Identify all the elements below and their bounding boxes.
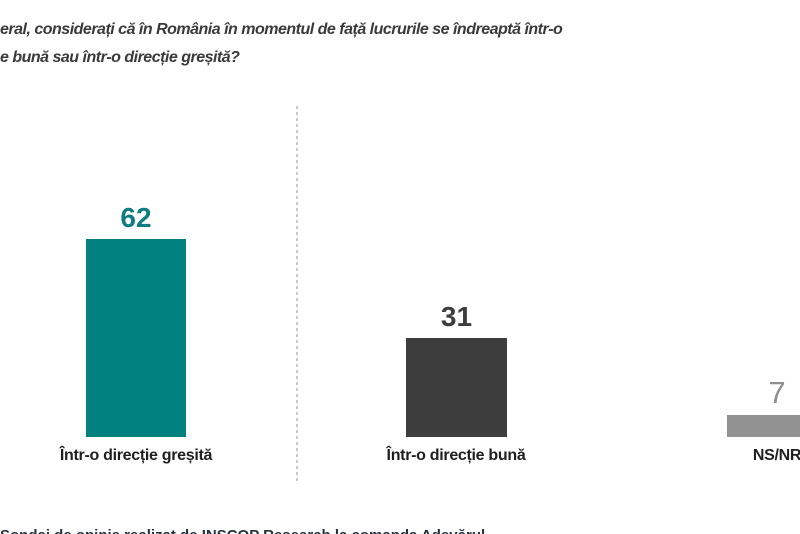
bar-directie-gresita <box>86 239 186 437</box>
dashed-divider-line <box>296 106 298 481</box>
bar-value-label: 7 <box>768 375 786 410</box>
bar-category-label: Într-o direcție greșită <box>59 447 213 464</box>
bar-category-label: NS/NR <box>752 447 800 464</box>
chart-title-line-1: eral, considerați că în România în momen… <box>0 21 563 38</box>
bar-directie-buna <box>406 338 507 437</box>
footer-source-text-clipped: Sondaj de opinie realizat de INSCOP Rese… <box>0 527 485 534</box>
bar-ns-nr <box>727 415 800 437</box>
chart-title-line-2: e bună sau într-o direcție greșită? <box>0 49 240 66</box>
bar-category-label: Într-o direcție bună <box>386 447 526 464</box>
bar-value-label: 62 <box>120 202 152 233</box>
bar-value-label: 31 <box>440 301 473 332</box>
